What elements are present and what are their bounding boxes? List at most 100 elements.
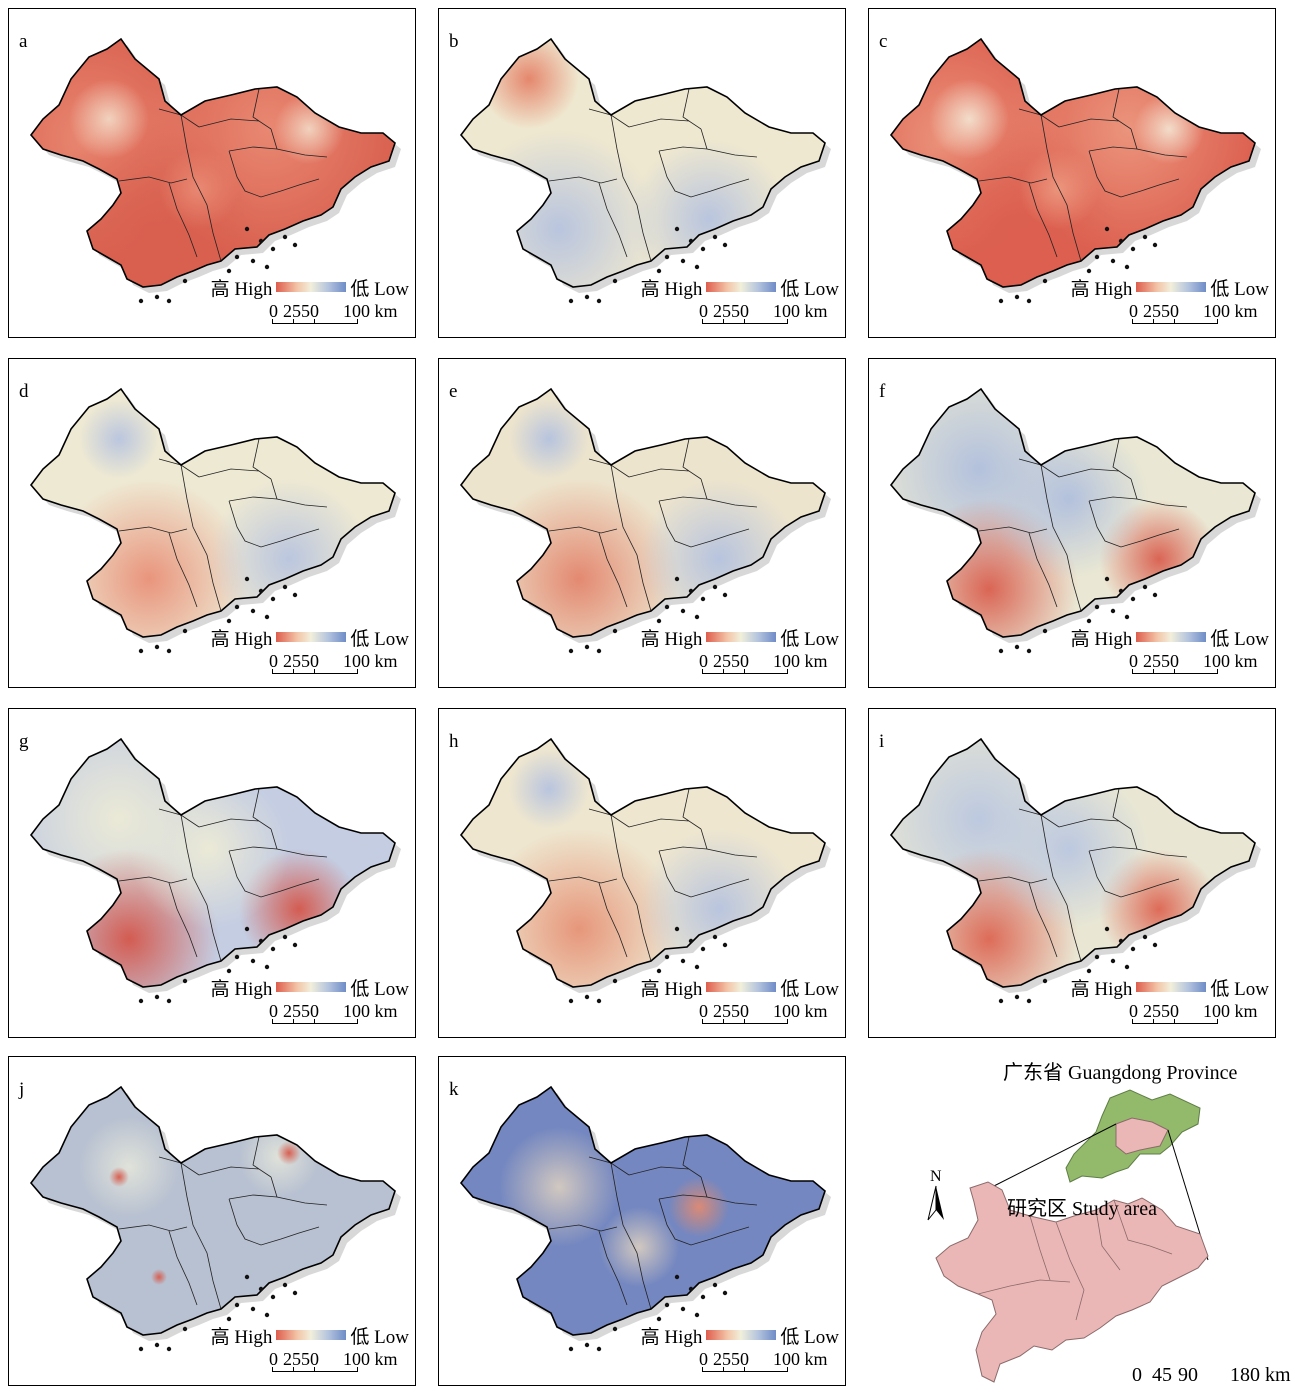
color-legend: 高 High 低 Low bbox=[1071, 277, 1269, 300]
map-panel-j: j 高 High 低 Low 0 25 50 100 km bbox=[8, 1056, 416, 1386]
study-area-mini bbox=[1115, 1117, 1169, 1155]
legend-high-label: 高 High bbox=[210, 278, 273, 300]
map-panel-d: d 高 High 低 Low 0 25 50 100 km bbox=[8, 358, 416, 688]
legend-low-label: 低 Low bbox=[780, 628, 839, 650]
map-panel-c: c 高 High 低 Low 0 25 50 100 km bbox=[868, 8, 1276, 338]
scale-50: 50 bbox=[731, 1001, 749, 1021]
scale-tick bbox=[357, 1367, 358, 1372]
scale-bar: 0 25 50 100 km bbox=[699, 1349, 839, 1377]
scale-tick bbox=[272, 1367, 273, 1372]
scale-25: 25 bbox=[1143, 301, 1161, 321]
legend-low-label: 低 Low bbox=[780, 1326, 839, 1348]
scale-tick bbox=[744, 1019, 745, 1024]
scale-0: 0 bbox=[1129, 1001, 1138, 1021]
scale-25: 25 bbox=[1143, 651, 1161, 671]
scale-25: 25 bbox=[283, 1349, 301, 1369]
scale-tick bbox=[1217, 319, 1218, 324]
scale-tick bbox=[1217, 669, 1218, 674]
scale-0: 0 bbox=[1129, 651, 1138, 671]
panel-label: h bbox=[449, 731, 459, 752]
choropleth-map bbox=[29, 737, 401, 1004]
legend-high-label: 高 High bbox=[210, 1326, 273, 1348]
scale-100: 100 km bbox=[1203, 651, 1258, 671]
scale-tick bbox=[1132, 1019, 1133, 1024]
scale-25: 25 bbox=[283, 1001, 301, 1021]
scale-tick bbox=[1132, 669, 1133, 674]
scale-tick bbox=[787, 669, 788, 674]
scale-bar: 0 25 50 100 km bbox=[269, 301, 409, 329]
scale-tick bbox=[702, 669, 703, 674]
scale-100: 100 km bbox=[773, 651, 828, 671]
panel-label: d bbox=[19, 381, 29, 402]
panel-label: i bbox=[879, 731, 885, 752]
scale-tick bbox=[723, 669, 724, 674]
scale-0: 0 bbox=[269, 1349, 278, 1369]
legend-low-label: 低 Low bbox=[780, 278, 839, 300]
legend-color-ramp bbox=[1136, 282, 1207, 292]
scale-tick bbox=[1153, 319, 1154, 324]
scale-100: 100 km bbox=[343, 651, 398, 671]
scale-bar: 0 25 50 100 km bbox=[699, 1001, 839, 1029]
scale-tick bbox=[1132, 319, 1133, 324]
scale-25: 25 bbox=[713, 651, 731, 671]
inset-scale-90: 90 bbox=[1178, 1364, 1198, 1386]
color-legend: 高 High 低 Low bbox=[1071, 627, 1269, 650]
scale-100: 100 km bbox=[773, 1349, 828, 1369]
legend-high-label: 高 High bbox=[1070, 628, 1133, 650]
scale-100: 100 km bbox=[1203, 1001, 1258, 1021]
scale-50: 50 bbox=[731, 651, 749, 671]
scale-50: 50 bbox=[301, 301, 319, 321]
legend-low-label: 低 Low bbox=[350, 278, 409, 300]
scale-25: 25 bbox=[713, 1001, 731, 1021]
scale-tick bbox=[702, 1367, 703, 1372]
panel-label: f bbox=[879, 381, 886, 402]
scale-0: 0 bbox=[269, 1001, 278, 1021]
legend-high-label: 高 High bbox=[640, 628, 703, 650]
scale-tick bbox=[1174, 669, 1175, 674]
scale-tick bbox=[1153, 1019, 1154, 1024]
scale-tick bbox=[357, 1019, 358, 1024]
color-legend: 高 High 低 Low bbox=[641, 977, 839, 1000]
scale-tick bbox=[314, 319, 315, 324]
inset-scale-180: 180 km bbox=[1230, 1364, 1291, 1386]
map-panel-b: b 高 High 低 Low 0 25 50 100 km bbox=[438, 8, 846, 338]
scale-50: 50 bbox=[731, 301, 749, 321]
inset-map bbox=[927, 1089, 1209, 1383]
map-panel-a: a 高 High 低 Low 0 25 50 100 km bbox=[8, 8, 416, 338]
scale-tick bbox=[1174, 319, 1175, 324]
scale-tick bbox=[787, 319, 788, 324]
scale-tick bbox=[1174, 1019, 1175, 1024]
map-panel-k: k 高 High 低 Low 0 25 50 100 km bbox=[438, 1056, 846, 1386]
scale-50: 50 bbox=[1161, 301, 1179, 321]
scale-100: 100 km bbox=[343, 1001, 398, 1021]
choropleth-map bbox=[459, 1085, 831, 1352]
scale-bar: 0 25 50 100 km bbox=[269, 1349, 409, 1377]
color-legend: 高 High 低 Low bbox=[1071, 977, 1269, 1000]
color-legend: 高 High 低 Low bbox=[641, 1325, 839, 1348]
legend-low-label: 低 Low bbox=[1210, 978, 1269, 1000]
legend-low-label: 低 Low bbox=[350, 628, 409, 650]
map-panel-g: g 高 High 低 Low 0 25 50 100 km bbox=[8, 708, 416, 1038]
scale-tick bbox=[787, 1367, 788, 1372]
scale-tick bbox=[357, 319, 358, 324]
scale-tick bbox=[272, 669, 273, 674]
legend-high-label: 高 High bbox=[210, 978, 273, 1000]
scale-50: 50 bbox=[1161, 1001, 1179, 1021]
scale-50: 50 bbox=[301, 1001, 319, 1021]
map-panel-e: e 高 High 低 Low 0 25 50 100 km bbox=[438, 358, 846, 688]
color-legend: 高 High 低 Low bbox=[641, 627, 839, 650]
inset-overview: 广东省 Guangdong Province N 研究区 Study area … bbox=[870, 1050, 1300, 1391]
legend-low-label: 低 Low bbox=[780, 978, 839, 1000]
legend-low-label: 低 Low bbox=[1210, 628, 1269, 650]
scale-100: 100 km bbox=[343, 301, 398, 321]
map-panel-i: i 高 High 低 Low 0 25 50 100 km bbox=[868, 708, 1276, 1038]
panel-label: a bbox=[19, 31, 28, 52]
color-legend: 高 High 低 Low bbox=[211, 627, 409, 650]
panel-label: k bbox=[449, 1079, 459, 1100]
scale-50: 50 bbox=[731, 1349, 749, 1369]
choropleth-map bbox=[889, 37, 1261, 304]
scale-tick bbox=[702, 319, 703, 324]
legend-color-ramp bbox=[276, 632, 347, 642]
scale-tick bbox=[293, 1367, 294, 1372]
panel-label: c bbox=[879, 31, 888, 52]
